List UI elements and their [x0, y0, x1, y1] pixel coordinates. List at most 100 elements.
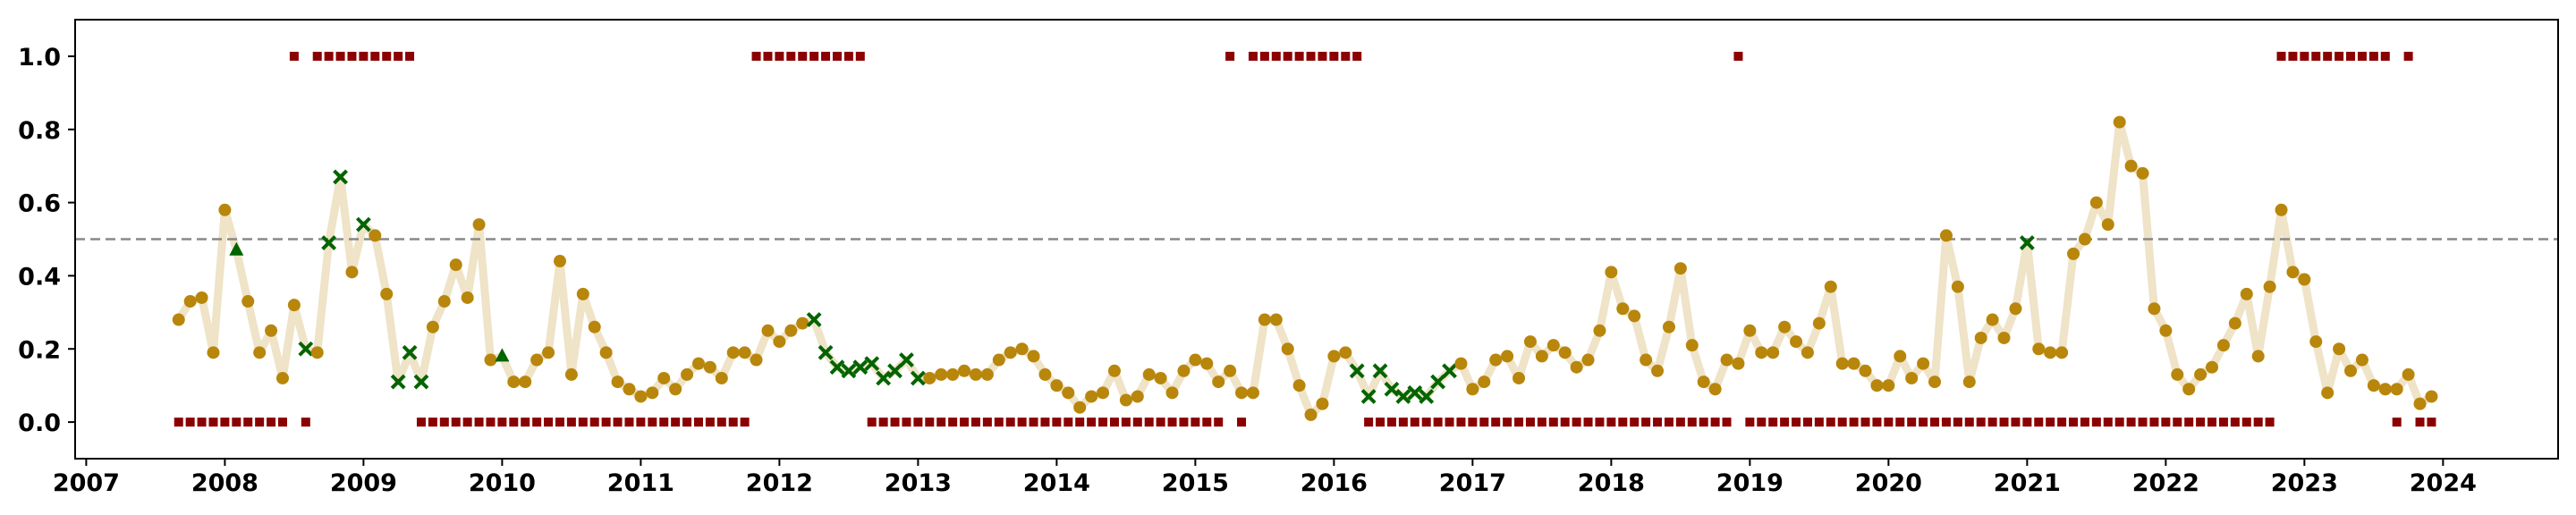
square-marker-low: [521, 418, 530, 427]
square-marker-low: [1364, 418, 1374, 427]
cross-stroke: [818, 344, 834, 360]
square-marker-low: [1087, 418, 1097, 427]
data-point-circle: [1640, 353, 1653, 367]
square-marker-low: [2149, 418, 2159, 427]
data-point-circle: [195, 291, 208, 304]
data-point-circle: [472, 218, 486, 232]
cross-stroke: [1430, 374, 1446, 390]
square-marker-low: [1757, 418, 1767, 427]
y-tick-label: 0.8: [18, 117, 61, 145]
square-marker-low: [1179, 418, 1189, 427]
cross-stroke: [2019, 235, 2035, 251]
square-marker-low: [1930, 418, 1940, 427]
square-marker-low: [1583, 418, 1593, 427]
square-marker-low: [2126, 418, 2136, 427]
square-marker-low: [220, 418, 230, 427]
cross-stroke: [413, 374, 429, 390]
data-point-circle: [2355, 353, 2368, 367]
square-marker-low: [566, 418, 576, 427]
square-marker-low: [301, 418, 310, 427]
square-marker-high: [2334, 51, 2344, 61]
data-point-circle: [1720, 353, 1733, 367]
cross-stroke: [402, 344, 418, 360]
cross-stroke: [1384, 381, 1400, 397]
x-tick-label: 2019: [1716, 469, 1784, 497]
data-point-circle: [946, 367, 960, 381]
square-marker-high: [2357, 51, 2367, 61]
data-point-circle: [1062, 386, 1075, 400]
data-point-circle: [1478, 376, 1491, 389]
square-marker-low: [2034, 418, 2044, 427]
data-point-circle: [784, 324, 798, 337]
data-point-circle: [1142, 367, 1156, 381]
data-point-cross: [1360, 389, 1377, 404]
data-point-circle: [2275, 203, 2288, 216]
x-tick-label: 2007: [53, 469, 120, 497]
square-marker-high: [775, 51, 784, 61]
data-point-circle: [1812, 317, 1826, 330]
data-point-circle: [2402, 367, 2415, 381]
square-marker-low: [1075, 418, 1085, 427]
square-marker-high: [1733, 51, 1743, 61]
square-marker-low: [1768, 418, 1778, 427]
square-marker-low: [2138, 418, 2148, 427]
data-point-circle: [969, 367, 982, 381]
data-point-circle: [1292, 379, 1306, 393]
square-marker-low: [1907, 418, 1917, 427]
data-point-circle: [449, 258, 462, 272]
square-marker-low: [1121, 418, 1131, 427]
data-point-circle: [1674, 262, 1687, 275]
square-marker-low: [1005, 418, 1015, 427]
data-point-circle: [345, 266, 359, 279]
square-marker-low: [1664, 418, 1674, 427]
data-point-circle: [1027, 350, 1040, 363]
square-marker-low: [1132, 418, 1142, 427]
square-marker-low: [1109, 418, 1119, 427]
data-point-cross: [1442, 363, 1457, 379]
data-point-circle: [634, 390, 648, 403]
square-marker-low: [589, 418, 599, 427]
square-marker-high: [2380, 51, 2390, 61]
data-point-circle: [1870, 379, 1884, 393]
cross-stroke: [298, 341, 314, 357]
cross-stroke: [841, 363, 857, 379]
data-point-circle: [542, 346, 555, 359]
square-marker-low: [1548, 418, 1558, 427]
square-marker-low: [994, 418, 1004, 427]
square-marker-low: [1618, 418, 1628, 427]
square-marker-high: [394, 51, 403, 61]
data-point-circle: [2240, 287, 2253, 300]
square-marker-high: [347, 51, 357, 61]
square-marker-low: [1202, 418, 1212, 427]
data-point-circle: [1189, 353, 1202, 367]
square-marker-low: [1156, 418, 1165, 427]
square-marker-low: [867, 418, 877, 427]
square-marker-low: [624, 418, 634, 427]
square-marker-high: [2403, 51, 2413, 61]
square-marker-low: [1849, 418, 1859, 427]
square-marker-low: [197, 418, 207, 427]
square-marker-low: [728, 418, 738, 427]
square-marker-low: [1433, 418, 1443, 427]
data-point-circle: [1708, 383, 1722, 396]
square-marker-low: [2069, 418, 2079, 427]
square-marker-low: [1029, 418, 1038, 427]
square-marker-low: [1468, 418, 1478, 427]
axes-layer: 2007 2008 2009 2010 2011 2012 2013 2014 2015 2016…: [18, 19, 2559, 497]
square-marker-low: [1514, 418, 1524, 427]
cross-stroke: [852, 359, 869, 376]
data-point-circle: [1790, 335, 1803, 349]
data-point-circle: [2067, 247, 2080, 260]
cross-stroke: [1419, 389, 1435, 404]
x-tick-label: 2014: [1023, 469, 1090, 497]
data-point-circle: [1951, 280, 1964, 293]
square-marker-high: [2276, 51, 2286, 61]
y-tick-label: 0.6: [18, 190, 61, 218]
x-tick-label: 2023: [2271, 469, 2338, 497]
data-point-circle: [750, 353, 763, 367]
square-marker-low: [232, 418, 242, 427]
square-marker-low: [1214, 418, 1224, 427]
cross-stroke: [355, 216, 371, 232]
data-point-circle: [1778, 320, 1792, 333]
data-point-cross: [910, 370, 926, 386]
